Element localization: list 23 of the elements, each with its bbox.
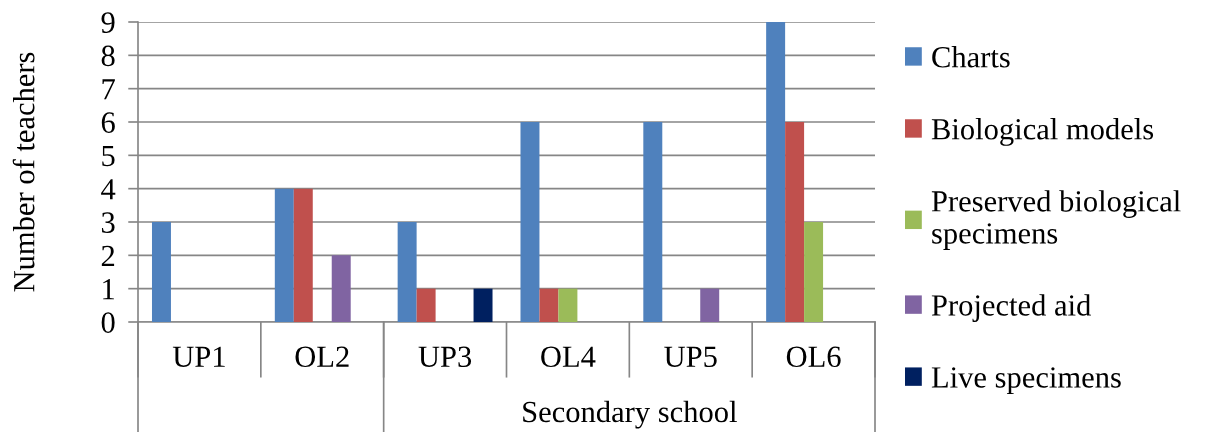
x-tick-label: OL4 (541, 346, 596, 368)
y-tick-label: 2 (101, 245, 115, 266)
y-tick-label: 4 (101, 179, 116, 200)
y-tick-label: 7 (102, 79, 115, 100)
y-tick-label: 9 (101, 12, 115, 33)
legend-label: Charts (932, 46, 1010, 68)
y-tick-label: 0 (101, 312, 115, 333)
x-axis-title: Secondary school (523, 400, 737, 429)
y-tick-label: 3 (101, 212, 115, 233)
x-tick-label: OL2 (295, 346, 349, 368)
y-tick-label: 5 (102, 145, 115, 167)
x-tick-label: UP5 (664, 346, 717, 368)
y-tick-label: 1 (103, 279, 114, 300)
x-tick-label: OL6 (786, 346, 841, 368)
y-tick-label: 8 (101, 45, 115, 67)
x-tick-label: UP1 (172, 346, 225, 368)
legend-label: Projected aid (931, 294, 1091, 322)
y-axis-title: Number of teachers (12, 52, 35, 292)
legend-label: Preserved biological specimens (931, 190, 1181, 250)
y-tick-label: 6 (101, 112, 115, 133)
legend-label: Live specimens (931, 367, 1121, 394)
legend-label: Biological models (931, 118, 1154, 146)
x-tick-label: UP3 (418, 346, 472, 368)
